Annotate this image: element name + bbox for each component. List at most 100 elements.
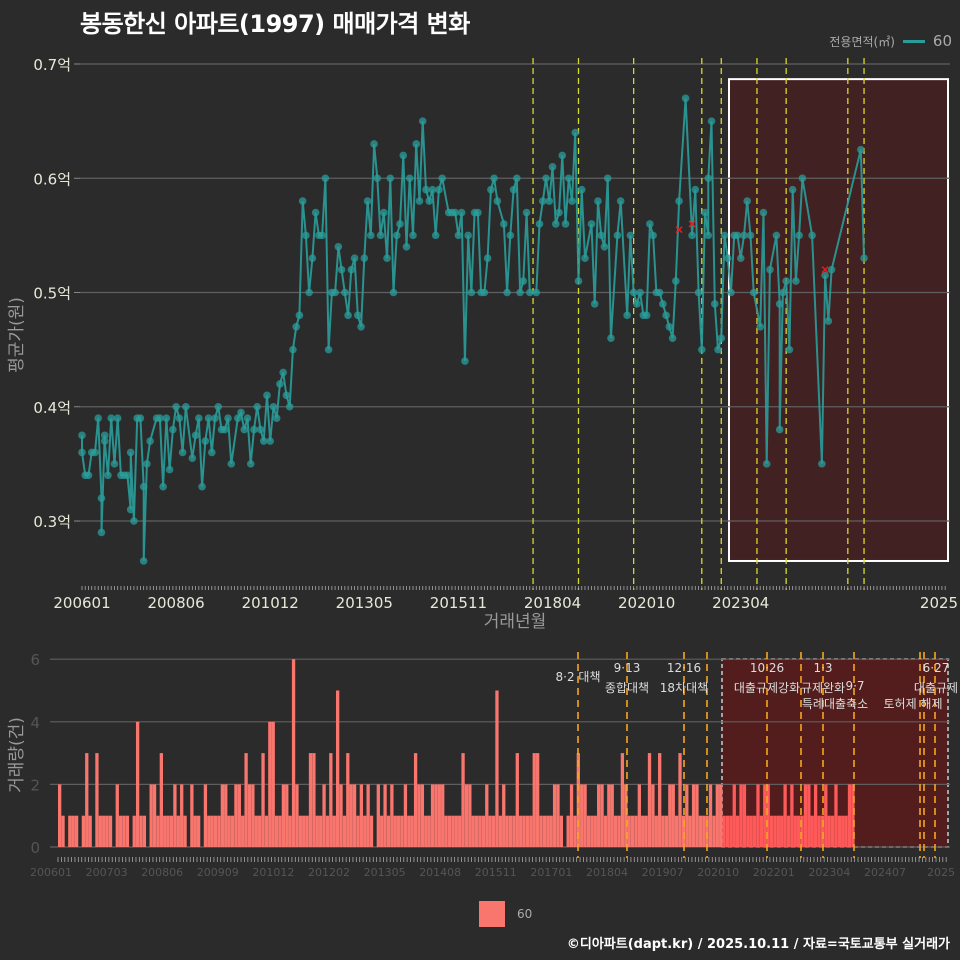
y-tick-label: 0.5억 xyxy=(33,285,71,303)
volume-bar xyxy=(291,659,296,847)
price-point xyxy=(603,174,612,183)
volume-bar xyxy=(332,815,336,847)
volume-bar xyxy=(142,815,147,847)
price-point xyxy=(564,174,573,183)
volume-bar xyxy=(163,815,167,847)
price-point xyxy=(697,345,706,354)
price-point xyxy=(623,311,631,320)
price-point xyxy=(675,197,683,205)
volume-bar xyxy=(356,815,360,847)
price-point xyxy=(285,402,294,411)
volume-bar xyxy=(149,784,153,847)
volume-bar xyxy=(363,815,367,847)
volume-bar xyxy=(674,815,679,847)
price-point xyxy=(513,174,521,183)
price-point xyxy=(321,174,330,183)
volume-bar xyxy=(417,784,421,847)
volume-bar xyxy=(569,784,574,847)
price-point xyxy=(175,414,184,422)
volume-bar xyxy=(780,815,784,847)
volume-bar xyxy=(173,784,177,847)
price-point xyxy=(795,231,803,240)
volume-bar xyxy=(271,721,275,847)
price-point xyxy=(402,243,411,251)
price-point xyxy=(655,288,664,297)
volume-bar xyxy=(366,784,370,847)
x-tick-label: 200909 xyxy=(197,866,239,879)
price-point xyxy=(392,231,401,240)
volume-bar xyxy=(535,753,540,847)
price-point xyxy=(626,231,635,240)
price-point xyxy=(636,288,644,297)
volume-bar xyxy=(115,784,119,847)
volume-bar xyxy=(678,753,682,847)
volume-bar xyxy=(600,784,604,847)
price-point xyxy=(211,414,219,422)
price-point xyxy=(435,185,443,194)
volume-bar xyxy=(522,815,526,847)
volume-bar xyxy=(783,784,787,847)
price-point xyxy=(204,414,213,422)
price-point xyxy=(594,197,602,205)
price-point xyxy=(156,414,164,422)
volume-bar xyxy=(234,784,238,847)
volume-bar xyxy=(413,753,418,847)
price-point xyxy=(775,425,784,434)
volume-bar xyxy=(471,815,475,847)
volume-bar xyxy=(847,784,852,847)
price-point xyxy=(662,311,670,320)
price-point xyxy=(808,231,816,240)
volume-bar xyxy=(315,815,319,847)
volume-bar xyxy=(220,784,225,847)
price-point xyxy=(143,460,151,468)
volume-bar xyxy=(386,815,391,847)
volume-bar xyxy=(580,784,584,847)
volume-bar xyxy=(207,815,211,847)
price-point xyxy=(146,437,154,445)
volume-bar xyxy=(119,815,123,847)
volume-bar xyxy=(217,815,221,847)
cancel-x-icon xyxy=(675,226,683,234)
volume-bar xyxy=(763,784,767,847)
price-point xyxy=(616,197,625,205)
price-point xyxy=(224,414,232,422)
volume-bar xyxy=(339,784,343,847)
x-tick-label: 202010 xyxy=(618,594,675,612)
volume-bar xyxy=(688,815,692,847)
volume-bar xyxy=(108,815,113,847)
price-point xyxy=(649,231,657,240)
volume-bar xyxy=(122,815,126,847)
price-point xyxy=(360,254,369,263)
y-axis-title: 평균가(원) xyxy=(7,297,27,373)
volume-bar xyxy=(681,815,686,847)
volume-bar xyxy=(583,784,587,847)
price-point xyxy=(782,277,790,285)
policy-name-label: 대출규제강화 xyxy=(734,681,800,695)
policy-date-label: 6·27 xyxy=(923,661,950,675)
volume-bar xyxy=(607,784,611,847)
volume-bar xyxy=(261,753,265,847)
price-point xyxy=(130,517,138,525)
volume-bar xyxy=(505,815,509,847)
volume-bar xyxy=(573,815,577,847)
price-point xyxy=(198,482,206,491)
price-point xyxy=(720,231,729,240)
volume-bar xyxy=(698,815,703,847)
volume-bar xyxy=(841,815,845,847)
price-point xyxy=(516,288,524,297)
volume-bar xyxy=(539,815,543,847)
price-point xyxy=(526,288,534,297)
price-point xyxy=(415,197,424,205)
volume-bar xyxy=(736,815,740,847)
x-tick-label: 202407 xyxy=(864,866,906,879)
volume-bar xyxy=(458,815,462,847)
volume-bar xyxy=(427,815,431,847)
volume-bar xyxy=(196,815,201,847)
volume-bar xyxy=(281,784,286,847)
price-point xyxy=(824,317,833,325)
volume-bar xyxy=(278,815,282,847)
policy-date-label: 8·2 대책 xyxy=(556,669,601,684)
volume-bar xyxy=(210,815,214,847)
price-point xyxy=(668,334,677,343)
price-point xyxy=(182,402,190,411)
